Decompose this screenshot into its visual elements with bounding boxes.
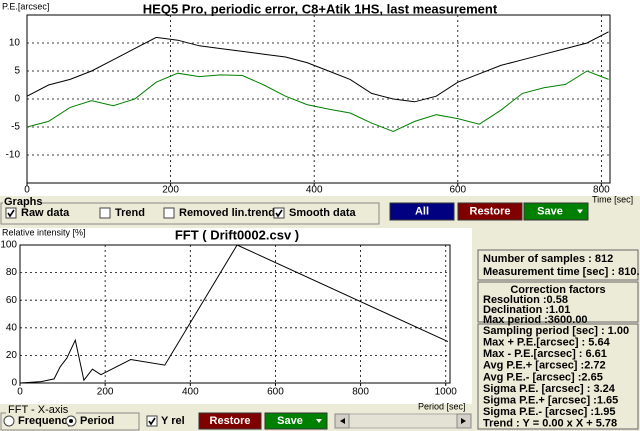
x-tick-label: 0 bbox=[24, 185, 30, 196]
info-box bbox=[477, 249, 639, 281]
y-tick-label: 60 bbox=[6, 295, 18, 306]
dropdown-icon[interactable] bbox=[316, 419, 322, 423]
checkbox[interactable] bbox=[99, 207, 111, 219]
arrow-icon bbox=[461, 418, 466, 424]
y-tick-label: 100 bbox=[0, 240, 17, 251]
button-label[interactable]: Restore bbox=[210, 415, 251, 427]
x-tick-label: 800 bbox=[352, 387, 369, 398]
button[interactable] bbox=[389, 202, 455, 221]
data-line bbox=[26, 31, 609, 103]
check-icon bbox=[275, 209, 283, 218]
y-tick-label: 0 bbox=[14, 94, 20, 105]
x-tick-label: 400 bbox=[306, 185, 323, 196]
dropdown-icon[interactable] bbox=[577, 209, 583, 214]
fft-y-label: Relative intensity [%] bbox=[2, 227, 86, 237]
info-panel bbox=[476, 226, 640, 431]
button-label[interactable]: Save bbox=[277, 415, 303, 427]
info-line: Number of samples : 812 bbox=[483, 253, 613, 265]
info-line: Sampling period [sec] : 1.00 bbox=[483, 325, 629, 337]
x-axis-label: Time [sec] bbox=[592, 194, 633, 204]
button[interactable] bbox=[457, 202, 523, 221]
checkbox[interactable] bbox=[146, 415, 158, 427]
x-tick-label: 200 bbox=[162, 185, 179, 196]
graphs-group bbox=[0, 202, 380, 225]
arrow-icon bbox=[339, 418, 345, 424]
group-title: Graphs bbox=[4, 196, 43, 208]
fft-title: FFT ( Drift0002.csv ) bbox=[175, 227, 299, 242]
x-tick-label: 0 bbox=[17, 387, 23, 398]
radio-label: Period bbox=[80, 415, 114, 427]
checkbox[interactable] bbox=[5, 207, 17, 219]
data-line bbox=[26, 70, 609, 133]
radio[interactable] bbox=[3, 415, 15, 427]
y-tick-label: 5 bbox=[14, 66, 20, 77]
y-tick-label: 0 bbox=[11, 378, 17, 389]
button-label[interactable]: Save bbox=[537, 205, 563, 217]
info-line: Max period :3600.00 bbox=[483, 314, 588, 326]
chart-title: HEQ5 Pro, periodic error, C8+Atik 1HS, l… bbox=[143, 1, 498, 16]
fft-plot-bg bbox=[0, 228, 472, 404]
radio-dot bbox=[69, 419, 73, 423]
y-tick-label: 40 bbox=[6, 322, 18, 333]
scrollbar[interactable] bbox=[334, 413, 472, 429]
button[interactable] bbox=[198, 412, 262, 430]
button[interactable] bbox=[264, 412, 328, 430]
check-icon bbox=[7, 209, 15, 218]
info-line: Sigma P.E. [arcsec] : 3.24 bbox=[483, 383, 616, 395]
info-line: Max - P.E.[arcsec] : 6.61 bbox=[483, 348, 607, 360]
info-line: Declination :1.01 bbox=[483, 304, 570, 316]
checkbox-label: Raw data bbox=[21, 207, 70, 219]
y-tick-label: 20 bbox=[6, 350, 18, 361]
info-line: Avg P.E.- [arcsec] :2.65 bbox=[483, 371, 603, 383]
y-tick-label: 10 bbox=[9, 38, 21, 49]
x-tick-label: 400 bbox=[182, 387, 199, 398]
checkbox-label: Y rel bbox=[161, 415, 185, 427]
x-tick-label: 800 bbox=[593, 185, 610, 196]
button-label[interactable]: All bbox=[415, 205, 429, 217]
info-line: Avg P.E.+ [arcsec] :2.72 bbox=[483, 360, 606, 372]
info-line: Sigma P.E.+ [arcsec] :1.65 bbox=[483, 395, 618, 407]
x-tick-label: 1000 bbox=[435, 387, 458, 398]
data-line bbox=[19, 244, 449, 384]
checkbox[interactable] bbox=[273, 207, 285, 219]
check-icon bbox=[148, 417, 156, 426]
info-line: Sigma P.E.- [arcsec] :1.95 bbox=[483, 406, 615, 418]
checkbox-label: Removed lin.trend bbox=[179, 207, 275, 219]
info-line: Resolution :0.58 bbox=[483, 294, 568, 306]
info-line: Trend : Y = 0.00 x X + 5.78 bbox=[483, 418, 617, 430]
radio-label: Frequency bbox=[18, 415, 75, 427]
y-tick-label: -10 bbox=[6, 150, 21, 161]
button[interactable] bbox=[523, 202, 589, 221]
info-box bbox=[477, 281, 639, 323]
x-tick-label: 200 bbox=[97, 387, 114, 398]
checkbox-label: Trend bbox=[115, 207, 145, 219]
button-label[interactable]: Restore bbox=[470, 205, 511, 217]
group-label-bg bbox=[6, 405, 76, 416]
x-tick-label: 600 bbox=[449, 185, 466, 196]
x-tick-label: 600 bbox=[267, 387, 284, 398]
group-title: FFT - X-axis bbox=[8, 404, 69, 416]
y-tick-label: -5 bbox=[11, 122, 20, 133]
y-axis-label: P.E.[arcsec] bbox=[2, 1, 49, 11]
checkbox[interactable] bbox=[163, 207, 175, 219]
info-box bbox=[477, 323, 639, 430]
info-line: Measurement time [sec] : 810.7 bbox=[483, 266, 640, 278]
group-label-bg bbox=[3, 197, 41, 207]
checkbox-label: Smooth data bbox=[289, 207, 356, 219]
y-tick-label: 80 bbox=[6, 267, 18, 278]
section-title: Correction factors bbox=[510, 284, 605, 296]
fft-x-label: Period [sec] bbox=[418, 401, 466, 411]
info-line: Max + P.E.[arcsec] : 5.64 bbox=[483, 337, 611, 349]
